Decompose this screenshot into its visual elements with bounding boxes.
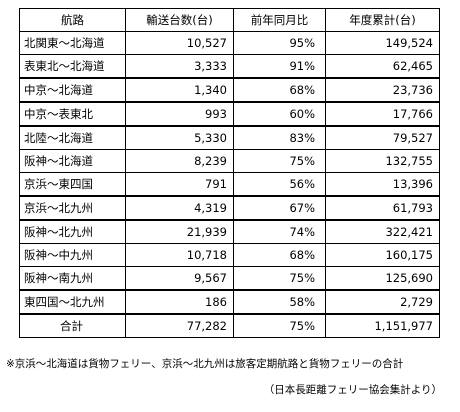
count-cell: 791 <box>125 172 234 197</box>
header-cumulative: 年度累計(台) <box>325 8 440 32</box>
cumulative-cell: 13,396 <box>325 172 440 197</box>
cumulative-cell: 132,755 <box>325 149 440 173</box>
ferry-transport-table: 航路 輸送台数(台) 前年同月比 年度累計(台) 北関東～北海道 10,527 … <box>19 8 440 338</box>
header-count: 輸送台数(台) <box>125 8 234 32</box>
route-cell: 中京～表東北 <box>19 101 126 127</box>
route-cell: 京浜～北九州 <box>19 195 126 221</box>
count-cell: 8,239 <box>125 149 234 173</box>
footnote: ※京浜～北海道は貨物フェリー、京浜～北九州は旅客定期航路と貨物フェリーの合計 <box>6 358 404 370</box>
table-row: 中京～北海道 1,340 68% 23,736 <box>19 77 440 103</box>
total-cumulative: 1,151,977 <box>325 313 440 338</box>
header-yoy: 前年同月比 <box>233 8 326 32</box>
table-row: 阪神～南九州 9,567 75% 125,690 <box>19 266 440 291</box>
table-row: 阪神～北九州 21,939 74% 322,421 <box>19 219 440 244</box>
yoy-cell: 83% <box>233 125 326 150</box>
route-cell: 阪神～北海道 <box>19 149 126 173</box>
source-credit: （日本長距離フェリー協会集計より） <box>263 384 442 396</box>
count-cell: 10,527 <box>125 31 234 55</box>
yoy-cell: 75% <box>233 149 326 173</box>
count-cell: 21,939 <box>125 219 234 244</box>
yoy-cell: 91% <box>233 54 326 79</box>
route-cell: 阪神～北九州 <box>19 219 126 244</box>
count-cell: 9,567 <box>125 266 234 291</box>
count-cell: 5,330 <box>125 125 234 150</box>
cumulative-cell: 61,793 <box>325 195 440 221</box>
header-route: 航路 <box>19 8 126 32</box>
route-cell: 阪神～南九州 <box>19 266 126 291</box>
cumulative-cell: 62,465 <box>325 54 440 79</box>
route-cell: 阪神～中九州 <box>19 243 126 267</box>
table-row: 京浜～東四国 791 56% 13,396 <box>19 172 440 197</box>
cumulative-cell: 2,729 <box>325 289 440 315</box>
yoy-cell: 58% <box>233 289 326 315</box>
yoy-cell: 95% <box>233 31 326 55</box>
yoy-cell: 60% <box>233 101 326 127</box>
route-cell: 北関東～北海道 <box>19 31 126 55</box>
route-cell: 東四国～北九州 <box>19 289 126 315</box>
count-cell: 3,333 <box>125 54 234 79</box>
route-cell: 北陸～北海道 <box>19 125 126 150</box>
yoy-cell: 56% <box>233 172 326 197</box>
table-row: 阪神～中九州 10,718 68% 160,175 <box>19 243 440 267</box>
yoy-cell: 74% <box>233 219 326 244</box>
count-cell: 10,718 <box>125 243 234 267</box>
table-row: 表東北～北海道 3,333 91% 62,465 <box>19 54 440 79</box>
total-label: 合計 <box>19 313 126 338</box>
yoy-cell: 68% <box>233 243 326 267</box>
cumulative-cell: 322,421 <box>325 219 440 244</box>
total-yoy: 75% <box>233 313 326 338</box>
cumulative-cell: 125,690 <box>325 266 440 291</box>
table-header-row: 航路 輸送台数(台) 前年同月比 年度累計(台) <box>19 8 440 32</box>
route-cell: 表東北～北海道 <box>19 54 126 79</box>
table-row: 北陸～北海道 5,330 83% 79,527 <box>19 125 440 150</box>
cumulative-cell: 160,175 <box>325 243 440 267</box>
table-row: 東四国～北九州 186 58% 2,729 <box>19 289 440 315</box>
yoy-cell: 67% <box>233 195 326 221</box>
count-cell: 993 <box>125 101 234 127</box>
total-row: 合計 77,282 75% 1,151,977 <box>19 313 440 338</box>
table-row: 中京～表東北 993 60% 17,766 <box>19 101 440 127</box>
count-cell: 186 <box>125 289 234 315</box>
cumulative-cell: 23,736 <box>325 77 440 103</box>
cumulative-cell: 17,766 <box>325 101 440 127</box>
table-row: 北関東～北海道 10,527 95% 149,524 <box>19 31 440 55</box>
count-cell: 1,340 <box>125 77 234 103</box>
route-cell: 中京～北海道 <box>19 77 126 103</box>
yoy-cell: 68% <box>233 77 326 103</box>
cumulative-cell: 149,524 <box>325 31 440 55</box>
table-row: 阪神～北海道 8,239 75% 132,755 <box>19 149 440 173</box>
count-cell: 4,319 <box>125 195 234 221</box>
route-cell: 京浜～東四国 <box>19 172 126 197</box>
cumulative-cell: 79,527 <box>325 125 440 150</box>
yoy-cell: 75% <box>233 266 326 291</box>
total-count: 77,282 <box>125 313 234 338</box>
table-row: 京浜～北九州 4,319 67% 61,793 <box>19 195 440 221</box>
